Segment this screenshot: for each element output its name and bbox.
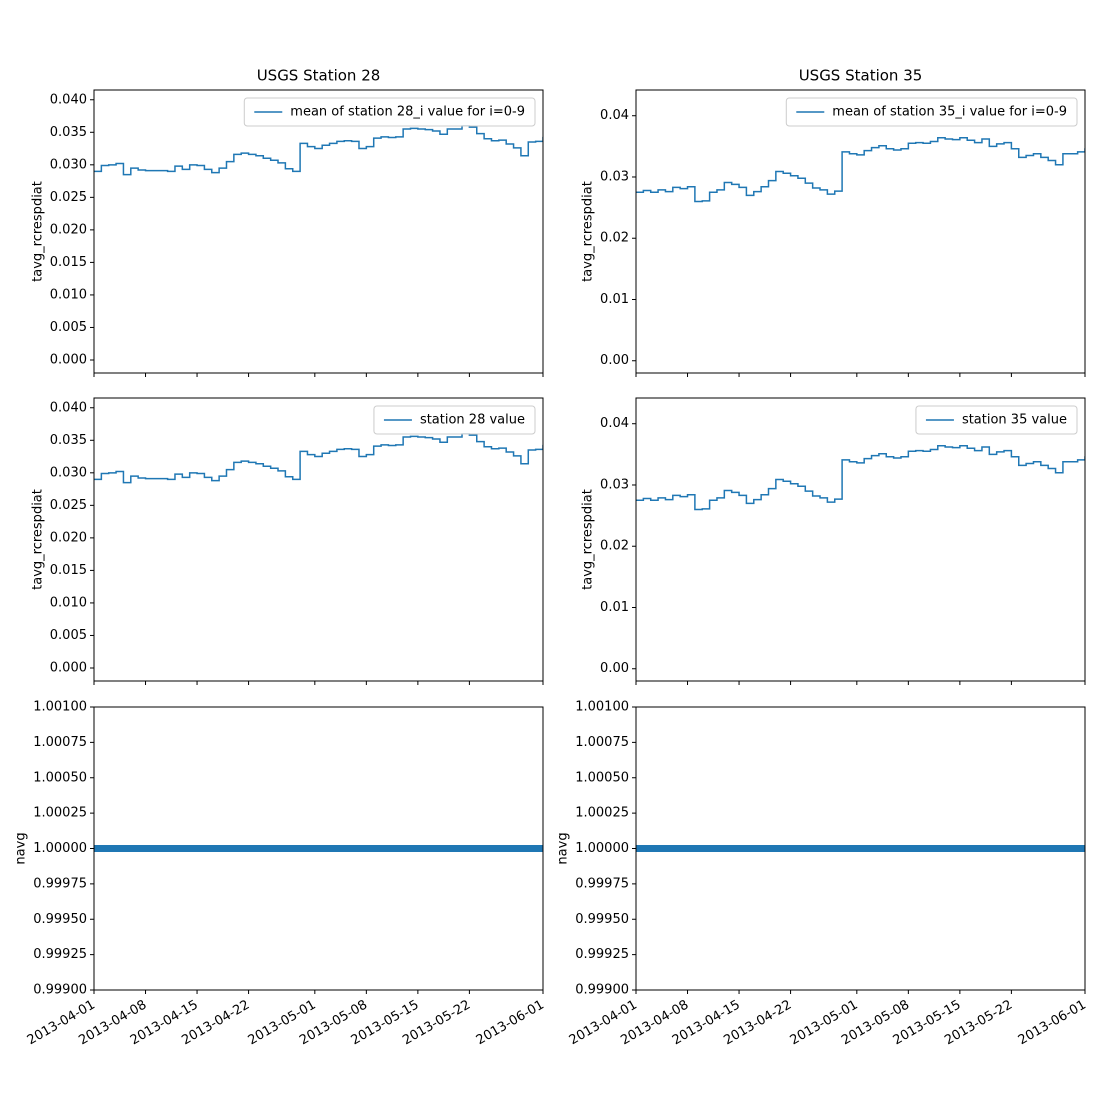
y-tick-label: 1.00100	[575, 700, 629, 715]
legend-label: station 28 value	[420, 413, 525, 428]
y-tick-label: 0.99900	[33, 983, 87, 998]
y-tick-label: 0.99925	[575, 947, 629, 962]
y-tick-label: 1.00100	[33, 700, 87, 715]
series-line	[636, 445, 1085, 511]
y-tick-label: 1.00050	[33, 770, 87, 785]
y-tick-label: 0.99900	[575, 983, 629, 998]
y-tick-label: 1.00000	[33, 841, 87, 856]
y-tick-label: 0.99925	[33, 947, 87, 962]
legend: station 28 value	[373, 405, 536, 435]
y-axis-label: navg	[14, 832, 29, 864]
y-tick-label: 1.00000	[575, 841, 629, 856]
axes-frame	[635, 89, 1086, 374]
axes-frame	[635, 397, 1086, 682]
legend-box	[915, 405, 1078, 435]
y-tick-label: 0.02	[600, 539, 629, 554]
y-tick-label: 0.005	[50, 320, 87, 335]
y-axis-label: tavg_rcrespdiat	[30, 489, 45, 590]
y-tick-label: 0.015	[50, 563, 87, 578]
subplot: 0.000 0.005 0.010 0.015 0.020 0.025 0.030 0.035…	[30, 397, 544, 685]
axes-frame	[93, 89, 544, 374]
y-tick-label: 0.00	[600, 661, 629, 676]
y-tick-label: 1.00075	[575, 735, 629, 750]
y-tick-label: 0.000	[50, 352, 87, 367]
y-tick-label: 0.04	[600, 108, 629, 123]
y-tick-label: 1.00050	[575, 770, 629, 785]
y-axis-label: tavg_rcrespdiat	[30, 181, 45, 282]
y-tick-label: 1.00025	[575, 806, 629, 821]
y-axis-label: tavg_rcrespdiat	[581, 181, 596, 282]
legend: mean of station 28_i value for i=0-9	[243, 97, 536, 127]
y-tick-label: 0.04	[600, 416, 629, 431]
y-axis-label: tavg_rcrespdiat	[581, 489, 596, 590]
y-tick-label: 0.000	[50, 660, 87, 675]
y-tick-label: 0.010	[50, 595, 87, 610]
legend-box	[373, 405, 536, 435]
legend-label: mean of station 28_i value for i=0-9	[290, 105, 525, 120]
y-tick-label: 0.030	[50, 157, 87, 172]
subplot: 0.00 0.01 0.02 0.03 0.04 tavg_rcrespdiat USGS …	[581, 67, 1086, 377]
legend-box	[243, 97, 536, 127]
y-tick-label: 0.03	[600, 477, 629, 492]
y-tick-label: 0.030	[50, 465, 87, 480]
y-tick-label: 0.99950	[33, 912, 87, 927]
series-line	[636, 137, 1085, 203]
y-tick-label: 0.99975	[33, 876, 87, 891]
y-tick-label: 0.040	[50, 92, 87, 107]
y-tick-label: 0.015	[50, 255, 87, 270]
y-tick-label: 1.00075	[33, 735, 87, 750]
legend: mean of station 35_i value for i=0-9	[785, 97, 1078, 127]
axes-frame	[93, 397, 544, 682]
y-tick-label: 0.03	[600, 169, 629, 184]
y-tick-label: 0.010	[50, 287, 87, 302]
subplot: 0.000 0.005 0.010 0.015 0.020 0.025 0.030 0.035…	[30, 67, 544, 377]
y-tick-label: 1.00025	[33, 806, 87, 821]
y-tick-label: 0.020	[50, 530, 87, 545]
y-tick-label: 0.02	[600, 231, 629, 246]
y-axis-label: navg	[556, 832, 571, 864]
legend-box	[785, 97, 1078, 127]
y-tick-label: 0.01	[600, 292, 629, 307]
y-tick-label: 0.025	[50, 190, 87, 205]
y-tick-label: 0.035	[50, 125, 87, 140]
subplot-title: USGS Station 28	[257, 67, 381, 85]
subplot-title: USGS Station 35	[799, 67, 923, 85]
legend-label: mean of station 35_i value for i=0-9	[832, 105, 1067, 120]
y-tick-label: 0.040	[50, 400, 87, 415]
legend-label: station 35 value	[962, 413, 1067, 428]
y-tick-label: 0.035	[50, 433, 87, 448]
y-tick-label: 0.01	[600, 600, 629, 615]
y-tick-label: 0.99950	[575, 912, 629, 927]
y-tick-label: 0.025	[50, 498, 87, 513]
y-tick-label: 0.020	[50, 222, 87, 237]
subplot: 0.00 0.01 0.02 0.03 0.04 tavg_rcrespdiat stati…	[581, 397, 1086, 685]
y-tick-label: 0.00	[600, 353, 629, 368]
series-line	[94, 125, 543, 176]
series-line	[94, 433, 543, 484]
legend: station 35 value	[915, 405, 1078, 435]
y-tick-label: 0.99975	[575, 876, 629, 891]
y-tick-label: 0.005	[50, 628, 87, 643]
